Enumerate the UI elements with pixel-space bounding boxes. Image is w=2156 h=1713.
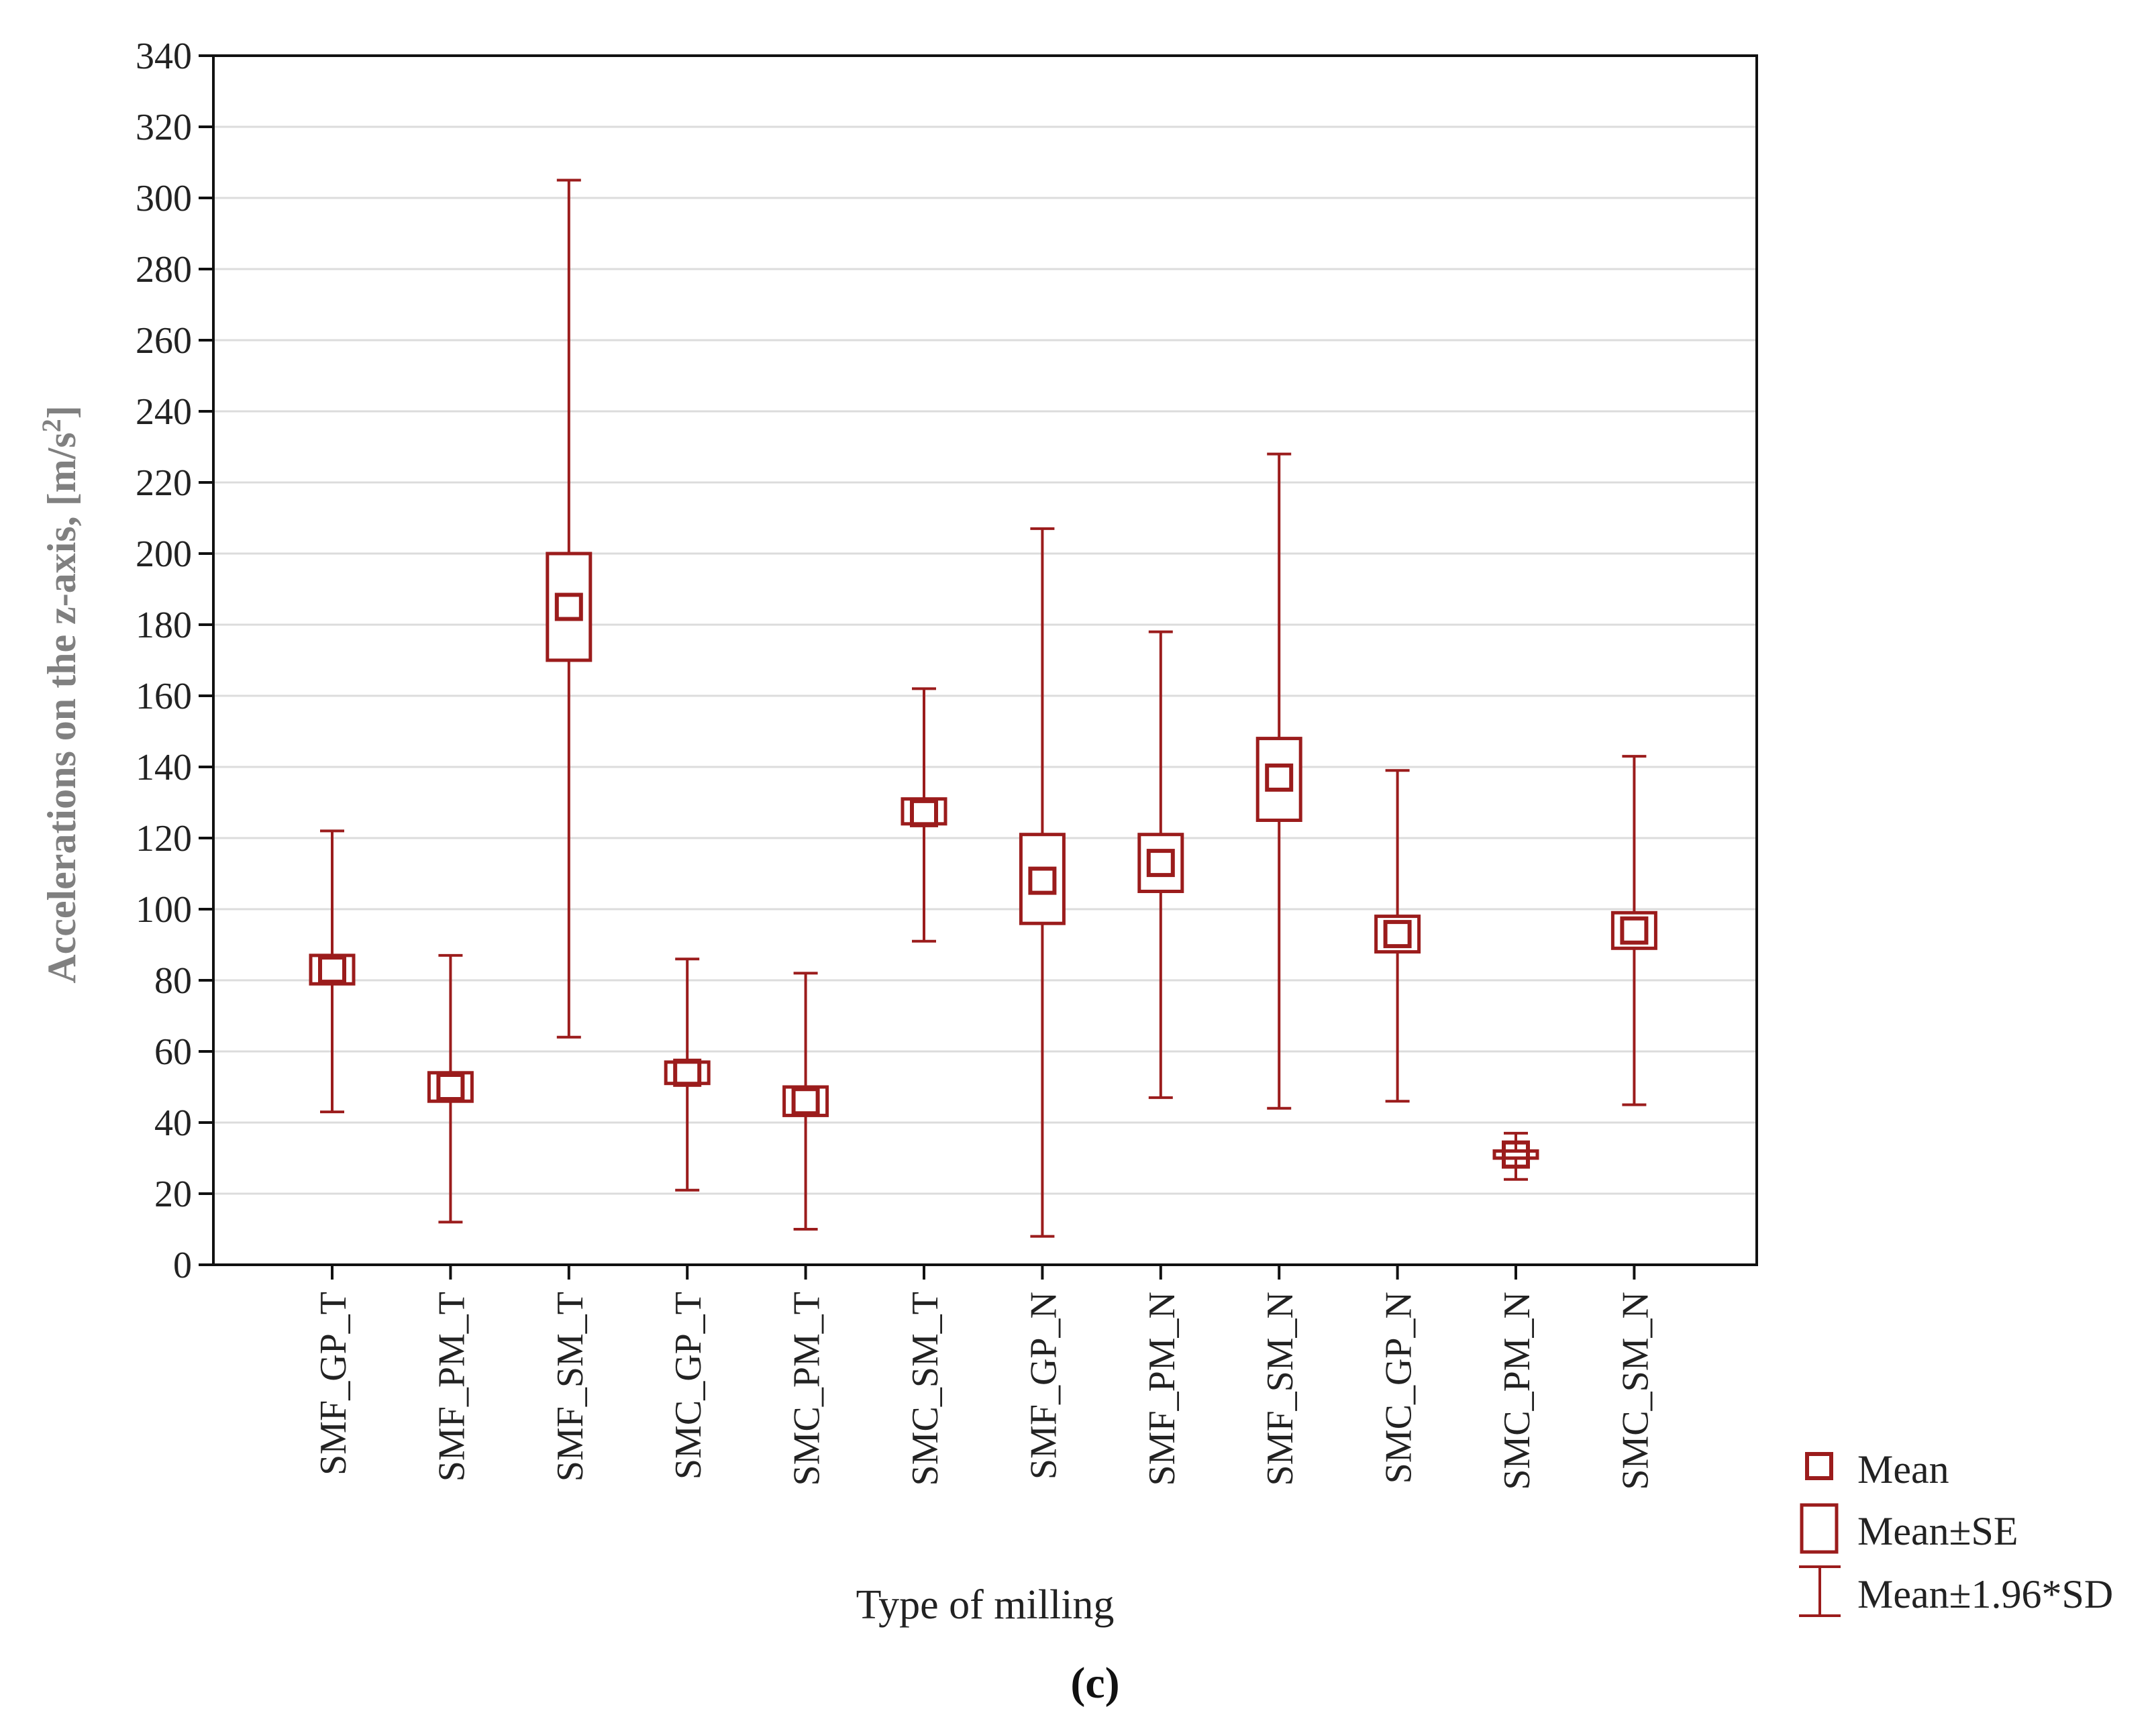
x-tick-label: SMC_GP_N <box>1378 1292 1420 1484</box>
y-tick-label: 80 <box>154 960 192 1002</box>
error-group-SMF_PM_T <box>427 953 474 1224</box>
error-group-SMF_SM_N <box>1255 452 1302 1110</box>
y-tick-label: 300 <box>136 178 192 219</box>
figure-caption: (c) <box>1070 1659 1119 1708</box>
y-axis-title-superscript: 2 <box>36 419 66 432</box>
se-box <box>1019 833 1066 925</box>
x-tick-label: SMF_GP_N <box>1023 1292 1064 1480</box>
y-tick-label: 180 <box>136 605 192 646</box>
mean-marker <box>1028 866 1057 895</box>
x-tick-label: SMC_PM_T <box>786 1292 828 1486</box>
se-box <box>1492 1149 1539 1160</box>
plot-frame <box>212 54 1758 1266</box>
x-tick-label: SMC_GP_T <box>668 1292 709 1480</box>
x-axis-ticks: SMF_GP_T SMF_PM_T SMF_SM_T SMC_GP_T SMC_PM_T… <box>313 1265 1656 1490</box>
y-tick-label: 340 <box>136 36 192 77</box>
mean-marker <box>1146 849 1175 878</box>
x-axis-title: Type of milling <box>856 1582 1115 1628</box>
y-tick-label: 40 <box>154 1102 192 1144</box>
y-tick-label: 200 <box>136 533 192 575</box>
mean-marker <box>791 1087 820 1116</box>
error-group-SMC_SM_N <box>1610 755 1657 1106</box>
x-tick-label: SMF_GP_T <box>313 1292 354 1475</box>
x-tick-label: SMF_PM_N <box>1141 1292 1183 1486</box>
x-tick-label: SMF_PM_T <box>431 1292 472 1482</box>
mean-marker <box>554 592 583 621</box>
legend-se-label: Mean±SE <box>1857 1509 2018 1553</box>
y-tick-label: 120 <box>136 818 192 860</box>
x-tick-label: SMC_SM_T <box>905 1292 946 1486</box>
y-tick-label: 320 <box>136 107 192 148</box>
se-box <box>664 1060 711 1086</box>
error-group-SMC_GP_T <box>664 957 711 1192</box>
se-box <box>546 552 593 662</box>
y-tick-label: 20 <box>154 1174 192 1215</box>
y-tick-label: 160 <box>136 676 192 717</box>
mean-marker <box>1620 916 1649 945</box>
error-group-SMF_PM_N <box>1137 630 1184 1099</box>
y-tick-label: 240 <box>136 391 192 433</box>
error-group-SMF_SM_T <box>546 178 593 1039</box>
legend-se-symbol <box>1800 1503 1839 1554</box>
se-box <box>1255 737 1302 822</box>
mean-marker <box>1383 920 1412 949</box>
grid-lines <box>213 125 1757 1195</box>
y-axis-ticks: 0 20 40 60 80 100 120 140 160 180 200 220 240 260 280 3… <box>136 36 213 1286</box>
mean-marker <box>1265 763 1294 792</box>
error-group-SMC_PM_T <box>782 972 829 1231</box>
data-marks <box>309 178 1657 1238</box>
mean-marker <box>673 1058 702 1087</box>
se-box <box>427 1071 474 1103</box>
se-box <box>1137 833 1184 893</box>
y-axis-title: Accelerations on the z-axis, [m/s2] <box>36 405 85 983</box>
x-tick-label: SMC_PM_N <box>1496 1292 1538 1490</box>
legend-mean-symbol <box>1805 1452 1833 1480</box>
y-tick-label: 0 <box>173 1245 192 1286</box>
y-tick-label: 60 <box>154 1031 192 1073</box>
y-tick-label: 100 <box>136 889 192 931</box>
mean-marker <box>318 955 346 984</box>
legend: Mean Mean±SE Mean±1.96*SD <box>1799 1447 2113 1617</box>
mean-marker <box>1502 1140 1530 1169</box>
legend-sd-label: Mean±1.96*SD <box>1857 1572 2113 1616</box>
y-tick-label: 260 <box>136 320 192 362</box>
y-tick-label: 280 <box>136 249 192 291</box>
error-group-SMC_GP_N <box>1374 769 1421 1103</box>
error-group-SMC_SM_T <box>901 687 947 943</box>
se-box <box>782 1085 829 1117</box>
legend-mean-label: Mean <box>1857 1447 1949 1492</box>
x-tick-label: SMC_SM_N <box>1614 1292 1656 1490</box>
error-group-SMF_GP_T <box>309 829 356 1114</box>
x-tick-label: SMF_SM_T <box>550 1292 591 1482</box>
se-box <box>309 953 356 986</box>
error-group-SMF_GP_N <box>1019 527 1066 1238</box>
y-tick-label: 140 <box>136 747 192 788</box>
mean-marker <box>910 798 938 827</box>
y-tick-label: 220 <box>136 462 192 504</box>
mean-marker <box>436 1073 465 1101</box>
x-tick-label: SMF_SM_N <box>1260 1292 1301 1486</box>
error-group-SMC_PM_N <box>1492 1131 1539 1181</box>
